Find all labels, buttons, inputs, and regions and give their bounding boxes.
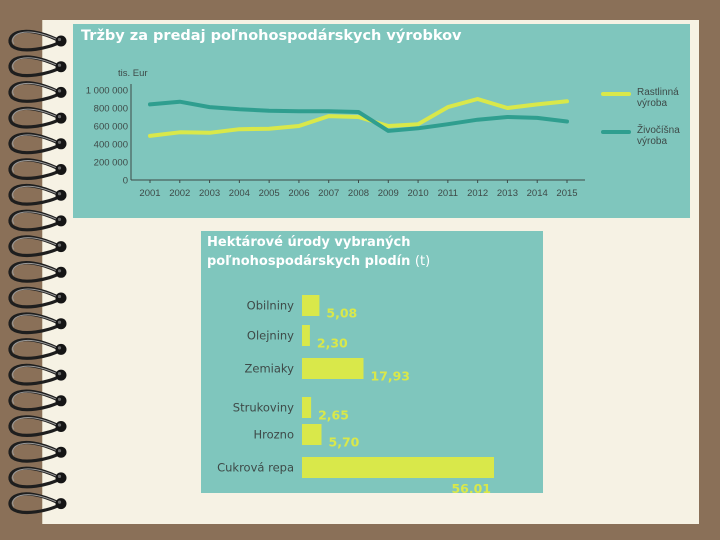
x-tick-label: 2009	[378, 188, 399, 199]
x-tick-label: 2004	[229, 188, 250, 199]
bar-category-label: Strukoviny	[233, 401, 294, 415]
legend-label: Živočíšna	[637, 123, 680, 136]
yields-bar-chart: Obilniny 5,08 Olejniny 2,30 Zemiaky 17,93 Stru…	[217, 295, 494, 493]
legend-label: výroba	[637, 136, 667, 147]
bar-4	[302, 397, 312, 418]
yields-chart-panel: Hektárové úrody vybraných poľnohospodárs…	[201, 231, 543, 493]
x-tick-label: 2001	[139, 188, 160, 199]
spiral-ring	[8, 183, 67, 206]
bar-6	[302, 457, 494, 478]
y-tick-label: 200 000	[94, 158, 128, 169]
x-tick-label: 2006	[288, 188, 309, 199]
x-tick-label: 2011	[438, 188, 458, 199]
yields-chart-title-text: Hektárové úrody vybraných poľnohospodárs…	[207, 235, 411, 269]
spiral-ring	[8, 261, 67, 283]
x-tick-label: 2003	[199, 188, 220, 199]
yields-chart-unit: (t)	[414, 254, 431, 269]
spiral-ring	[8, 415, 67, 437]
yields-chart-title: Hektárové úrody vybraných poľnohospodárs…	[207, 233, 507, 271]
spiral-ring	[8, 55, 67, 78]
bar-2	[302, 325, 310, 346]
bar-3	[302, 358, 364, 379]
x-tick-label: 2008	[348, 188, 369, 199]
spiral-ring	[8, 235, 67, 258]
spiral-ring	[8, 312, 67, 335]
bar-category-label: Olejniny	[247, 329, 294, 343]
sales-line-chart: tis. Eur 1 000 000 800 000 600 000 400 000 20…	[86, 68, 680, 199]
bar-category-label: Zemiaky	[245, 362, 295, 376]
bar-value-label: 2,65	[318, 408, 349, 423]
bar-value-label: 17,93	[370, 369, 410, 384]
bar-value-label: 56,01	[451, 481, 491, 493]
y-axis-unit: tis. Eur	[118, 68, 148, 79]
x-tick-label: 2012	[467, 188, 488, 199]
bar-category-label: Obilniny	[247, 299, 295, 313]
bar-1	[302, 295, 320, 316]
spiral-ring	[8, 389, 67, 412]
bar-5	[302, 424, 322, 445]
spiral-ring	[8, 338, 67, 360]
bar-value-label: 5,08	[326, 306, 357, 321]
spiral-ring	[8, 286, 67, 309]
bar-value-label: 2,30	[317, 336, 348, 351]
y-tick-label: 600 000	[94, 122, 128, 133]
x-tick-label: 2014	[527, 188, 548, 199]
y-tick-label: 400 000	[94, 140, 128, 151]
x-tick-label: 2013	[497, 188, 518, 199]
spiral-ring	[8, 158, 67, 180]
bar-category-label: Cukrová repa	[217, 461, 294, 475]
legend-label: Rastlinná	[637, 87, 679, 98]
spiral-ring	[8, 106, 67, 129]
spiral-ring	[8, 81, 67, 103]
series-rastlinna-vyroba-line	[148, 97, 569, 138]
sales-chart-panel: Tržby za predaj poľnohospodárskych výrob…	[73, 24, 690, 218]
x-tick-label: 2005	[259, 188, 280, 199]
sales-chart-title: Tržby za predaj poľnohospodárskych výrob…	[81, 28, 462, 44]
series-zivocisna-vyroba-line	[148, 99, 569, 133]
spiral-binding	[8, 29, 67, 515]
spiral-ring	[8, 209, 67, 232]
x-tick-label: 2002	[169, 188, 190, 199]
spiral-ring	[8, 132, 67, 155]
bar-category-label: Hrozno	[253, 428, 294, 442]
y-tick-label: 0	[123, 176, 128, 187]
x-tick-label: 2010	[408, 188, 429, 199]
spiral-ring	[8, 492, 67, 515]
spiral-ring	[8, 29, 67, 52]
legend-label: výroba	[637, 98, 667, 109]
x-tick-label: 2007	[318, 188, 339, 199]
x-tick-label: 2015	[556, 188, 577, 199]
y-tick-label: 800 000	[94, 104, 128, 115]
y-tick-label: 1 000 000	[86, 86, 128, 97]
bar-value-label: 5,70	[329, 435, 360, 450]
spiral-ring	[8, 466, 67, 489]
spiral-ring	[8, 363, 67, 386]
spiral-ring	[8, 440, 67, 463]
